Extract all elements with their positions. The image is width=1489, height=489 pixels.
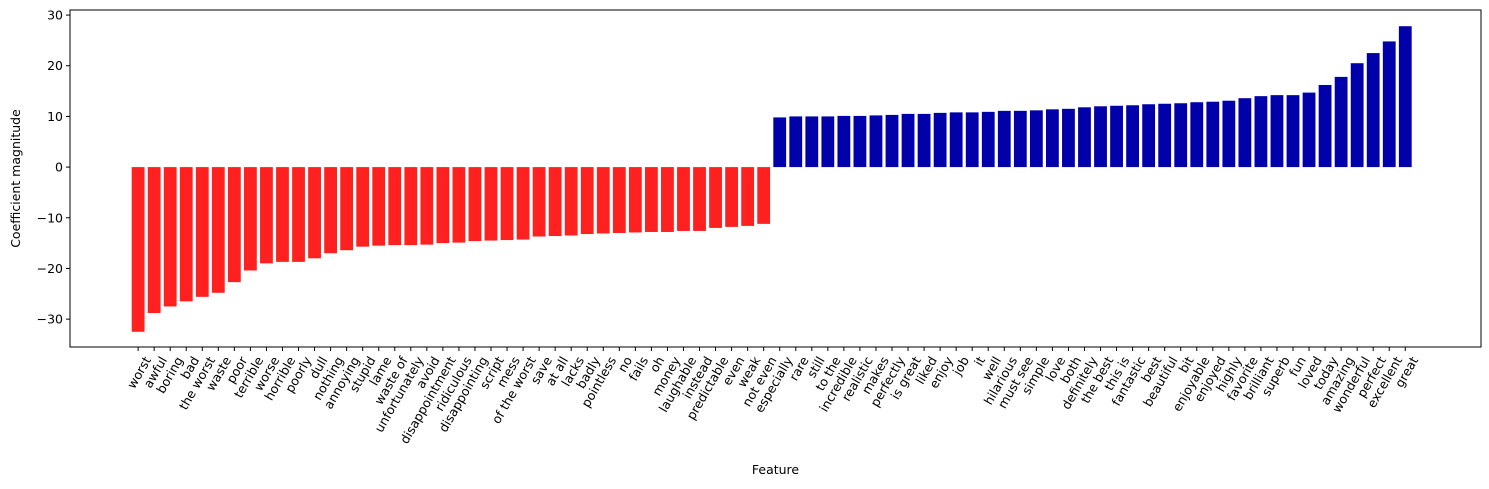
bar-nothing (324, 167, 337, 254)
bar-ridiculous (452, 167, 466, 243)
y-tick-label: −30 (37, 312, 63, 327)
bar-excellent (1382, 41, 1396, 168)
bar-save (532, 167, 546, 237)
bar-fails (628, 167, 642, 233)
bar-stupid (356, 167, 370, 247)
bar-enjoyable (1190, 102, 1204, 168)
y-axis-label: Coefficient magnitude (8, 109, 23, 248)
bar-best (1142, 104, 1156, 168)
bar-waste (211, 167, 225, 293)
bar-disappointing (468, 167, 482, 242)
y-tick-label: −10 (37, 210, 63, 225)
bar-hilarious (997, 110, 1011, 168)
bar-loved (1302, 92, 1316, 168)
bar-fantastic (1126, 105, 1139, 168)
bars-group (131, 26, 1412, 332)
bar-poorly (292, 167, 305, 262)
bar-amazing (1334, 76, 1348, 168)
plot-frame (69, 9, 1482, 348)
bar-rare (789, 116, 803, 168)
bar-simple (1029, 110, 1043, 168)
bar-worst (131, 167, 145, 332)
bar-definitely (1078, 107, 1091, 168)
x-axis-label: Feature (752, 462, 800, 477)
bar-dull (308, 167, 321, 259)
bar-incredible (837, 115, 851, 168)
bar-annoying (340, 167, 354, 251)
bar-boring (163, 167, 177, 307)
y-tick-label: −20 (37, 261, 63, 276)
x-tick-label: oh (647, 354, 668, 375)
bar-favorite (1238, 98, 1252, 168)
bar-pointless (596, 167, 610, 234)
bar-mess (500, 167, 514, 241)
bar-liked (917, 113, 931, 168)
bar-fun (1286, 95, 1300, 168)
y-tick-label: 0 (55, 160, 63, 175)
bar-even (725, 167, 738, 227)
bar-of-the-worst (516, 167, 530, 240)
y-tick-label: 20 (47, 58, 63, 73)
bar-predictable (709, 167, 722, 228)
bar-is-great (901, 113, 915, 168)
bar-badly (580, 167, 594, 234)
bar-great (1398, 26, 1412, 168)
bar-today (1318, 85, 1332, 168)
bar-avoid (420, 167, 434, 245)
bar-money (661, 167, 674, 232)
bar-both (1062, 108, 1075, 168)
y-tick-label: 10 (47, 109, 63, 124)
bar-terrible (244, 167, 257, 271)
bar-superb (1270, 95, 1284, 168)
bar-bad (179, 167, 193, 302)
bar-perfect (1366, 53, 1380, 168)
bar-job (949, 112, 963, 168)
bar-realistic (853, 115, 867, 168)
bar-makes (869, 115, 883, 168)
bar-worse (260, 167, 273, 264)
bar-laughable (677, 167, 690, 231)
x-tick-label: bit (1175, 354, 1196, 376)
bar-it (965, 112, 979, 168)
bar-horrible (276, 167, 289, 262)
bar-highly (1222, 100, 1236, 168)
bar-especially (773, 117, 787, 168)
bar-poor (227, 167, 241, 283)
x-tick-label: job (949, 354, 972, 379)
bar-unfortunately (404, 167, 418, 246)
bar-love (1046, 109, 1059, 168)
bar-at-all (548, 167, 562, 237)
bar-bit (1174, 103, 1188, 168)
y-axis: −30 −20 −10 0 10 20 30 (37, 8, 70, 327)
bar-beautiful (1158, 103, 1172, 168)
y-tick-label: 30 (47, 8, 63, 23)
bar-script (484, 167, 498, 241)
bar-no (612, 167, 626, 233)
bar-perfectly (885, 114, 899, 168)
bar-well (981, 111, 995, 168)
bar-enjoyed (1206, 101, 1220, 168)
bar-the-best (1094, 106, 1107, 168)
bar-disappointment (436, 167, 450, 244)
x-tick-label: no (614, 354, 635, 375)
bar-the-worst (195, 167, 209, 297)
bar-weak (741, 167, 755, 226)
bar-waste-of (388, 167, 402, 246)
bar-this-is (1110, 105, 1123, 168)
bar-lacks (564, 167, 578, 236)
bar-brilliant (1254, 96, 1268, 168)
bar-must-see (1013, 110, 1027, 168)
bar-enjoy (933, 112, 947, 168)
bar-lame (372, 167, 386, 246)
bar-not-even (757, 167, 771, 224)
bar-awful (147, 167, 161, 314)
bar-oh (645, 167, 658, 232)
bar-to-the (821, 116, 835, 168)
bar-wonderful (1350, 63, 1364, 168)
bar-still (805, 116, 819, 168)
bar-instead (693, 167, 706, 231)
